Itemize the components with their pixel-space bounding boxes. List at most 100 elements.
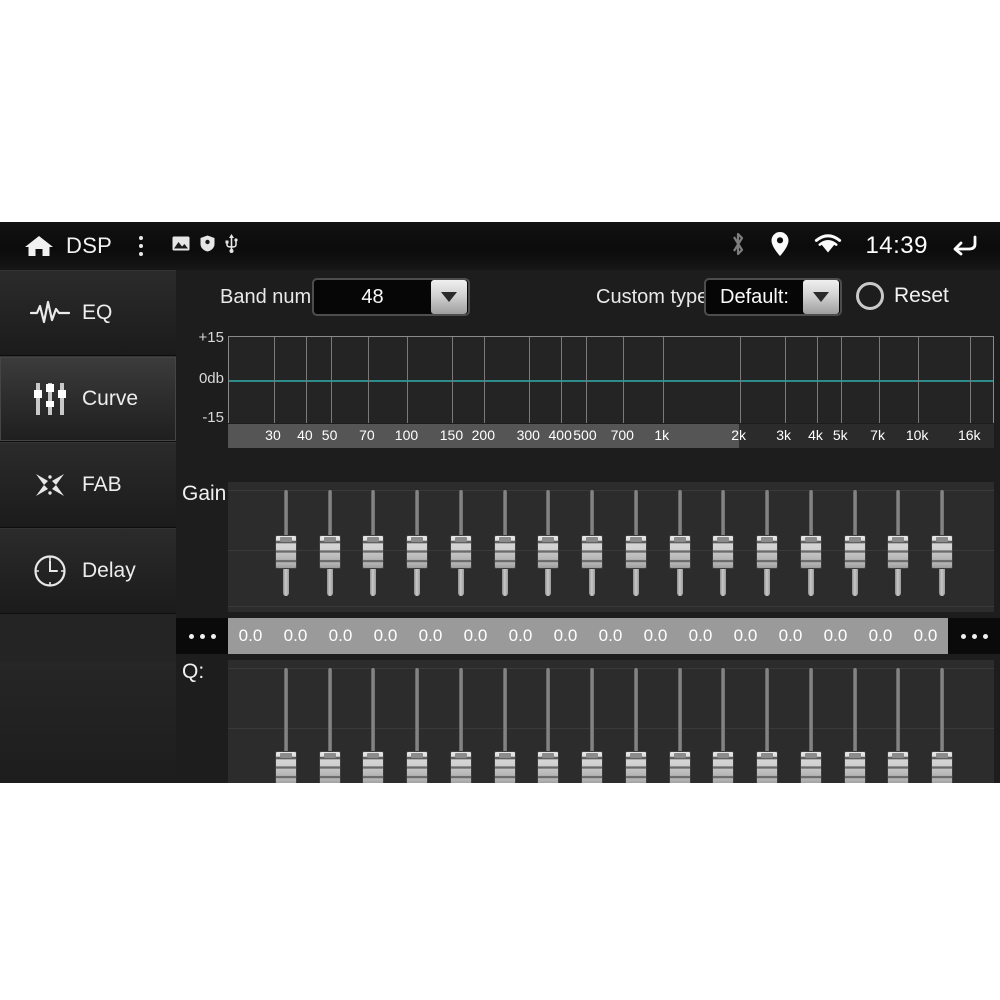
gain-slider-thumb[interactable]: [712, 534, 735, 569]
q-slider-track[interactable]: [765, 668, 770, 774]
q-slider-thumb[interactable]: [449, 750, 472, 783]
gain-value-cell[interactable]: 0.0: [778, 626, 803, 645]
home-icon[interactable]: [24, 234, 54, 258]
custom-type-dropdown[interactable]: Default:: [704, 278, 842, 316]
gain-slider-thumb[interactable]: [318, 534, 341, 569]
q-slider-track[interactable]: [808, 668, 813, 774]
q-slider-thumb[interactable]: [581, 750, 604, 783]
slider-thumb-notch: [892, 752, 905, 758]
gain-value-cell[interactable]: 0.0: [463, 626, 488, 645]
gain-slider-thumb[interactable]: [887, 534, 910, 569]
gain-value-cell[interactable]: 0.0: [643, 626, 668, 645]
slider-thumb-notch: [761, 536, 774, 542]
q-slider-thumb[interactable]: [362, 750, 385, 783]
band-num-label: Band num:: [220, 286, 317, 308]
gain-slider-thumb[interactable]: [362, 534, 385, 569]
gain-value-cell[interactable]: 0.0: [823, 626, 848, 645]
q-slider-track[interactable]: [284, 668, 288, 774]
q-slider-track[interactable]: [677, 668, 682, 774]
gain-more-left-button[interactable]: [176, 618, 228, 654]
q-slider-track[interactable]: [546, 668, 551, 774]
gain-value-cell[interactable]: 0.0: [598, 626, 623, 645]
q-slider-track[interactable]: [896, 668, 901, 774]
frequency-tick-label: 150: [439, 427, 464, 443]
gain-slider-thumb[interactable]: [493, 534, 516, 569]
frequency-axis[interactable]: 30 40 50 70 100 150 200 300 400 500 700 1k 2k 3k 4k 5k 7…: [228, 424, 994, 448]
reset-label: Reset: [894, 284, 949, 307]
q-slider-thumb[interactable]: [406, 750, 429, 783]
sidebar-item-eq[interactable]: EQ: [0, 270, 176, 356]
gain-value-cell[interactable]: 0.0: [418, 626, 443, 645]
sidebar-item-delay[interactable]: Delay: [0, 528, 176, 614]
q-slider-thumb[interactable]: [318, 750, 341, 783]
q-slider-thumb[interactable]: [668, 750, 691, 783]
chart-gridline: [367, 337, 369, 423]
gain-slider-thumb[interactable]: [275, 534, 297, 569]
gain-slider-thumb[interactable]: [537, 534, 560, 569]
slider-thumb-notch: [717, 752, 730, 758]
q-slider-track[interactable]: [590, 668, 595, 774]
chevron-down-icon[interactable]: [431, 280, 467, 314]
frequency-tick-label: 70: [359, 427, 375, 443]
q-slider-track[interactable]: [721, 668, 726, 774]
gain-value-cell[interactable]: 0.0: [283, 626, 308, 645]
gain-slider-thumb[interactable]: [624, 534, 647, 569]
gain-slider-thumb[interactable]: [449, 534, 472, 569]
back-arrow-icon[interactable]: [950, 232, 978, 261]
kebab-dot: [139, 252, 144, 256]
q-slider-track[interactable]: [458, 668, 463, 774]
chart-plot-area[interactable]: [228, 336, 994, 423]
q-slider-thumb[interactable]: [712, 750, 735, 783]
slider-thumb-notch: [323, 536, 336, 542]
q-slider-thumb[interactable]: [756, 750, 779, 783]
chart-gridline: [816, 337, 818, 423]
gain-value-cell[interactable]: 0.0: [688, 626, 713, 645]
sidebar-item-fab[interactable]: FAB: [0, 442, 176, 528]
gain-value-cell[interactable]: 0.0: [328, 626, 353, 645]
slider-thumb-notch: [280, 536, 292, 542]
gain-value-cell[interactable]: 0.0: [553, 626, 578, 645]
gain-value-cell[interactable]: 0.0: [868, 626, 893, 645]
shield-icon: [200, 235, 215, 257]
gain-slider-thumb[interactable]: [756, 534, 779, 569]
gain-more-right-button[interactable]: [948, 618, 1000, 654]
gain-slider-thumb[interactable]: [931, 534, 953, 569]
waveform-icon: [30, 296, 70, 330]
gain-slider-thumb[interactable]: [668, 534, 691, 569]
gain-slider-thumb[interactable]: [581, 534, 604, 569]
chevron-down-icon[interactable]: [803, 280, 839, 314]
q-slider-thumb[interactable]: [931, 750, 953, 783]
gain-value-cell[interactable]: 0.0: [238, 626, 263, 645]
q-slider-track[interactable]: [940, 668, 944, 774]
slider-fill: [939, 560, 945, 596]
band-num-dropdown[interactable]: 48: [312, 278, 470, 316]
q-slider-thumb[interactable]: [537, 750, 560, 783]
gain-value-cell[interactable]: 0.0: [508, 626, 533, 645]
q-slider-track[interactable]: [633, 668, 638, 774]
q-slider-thumb[interactable]: [887, 750, 910, 783]
q-slider-thumb[interactable]: [843, 750, 866, 783]
q-slider-thumb[interactable]: [275, 750, 297, 783]
gain-slider-thumb[interactable]: [406, 534, 429, 569]
q-slider-thumb[interactable]: [624, 750, 647, 783]
q-slider-thumb[interactable]: [493, 750, 516, 783]
q-slider-track[interactable]: [502, 668, 507, 774]
gain-value-cell[interactable]: 0.0: [733, 626, 758, 645]
frequency-tick-label: 4k: [808, 427, 823, 443]
slider-thumb-notch: [673, 752, 686, 758]
q-slider-track[interactable]: [415, 668, 420, 774]
q-slider-track[interactable]: [371, 668, 376, 774]
q-slider-track[interactable]: [327, 668, 332, 774]
q-slider-thumb[interactable]: [799, 750, 822, 783]
dsp-app-screen: DSP: [0, 222, 1000, 783]
gain-value-cell[interactable]: 0.0: [913, 626, 938, 645]
gain-value-cell[interactable]: 0.0: [373, 626, 398, 645]
sidebar-item-curve[interactable]: Curve: [0, 356, 176, 442]
gain-slider-thumb[interactable]: [799, 534, 822, 569]
reset-button[interactable]: Reset: [856, 282, 949, 310]
q-slider-track[interactable]: [852, 668, 857, 774]
clock-time: 14:39: [865, 232, 928, 259]
kebab-menu-icon[interactable]: [132, 233, 150, 259]
q-label: Q:: [182, 660, 205, 683]
gain-slider-thumb[interactable]: [843, 534, 866, 569]
